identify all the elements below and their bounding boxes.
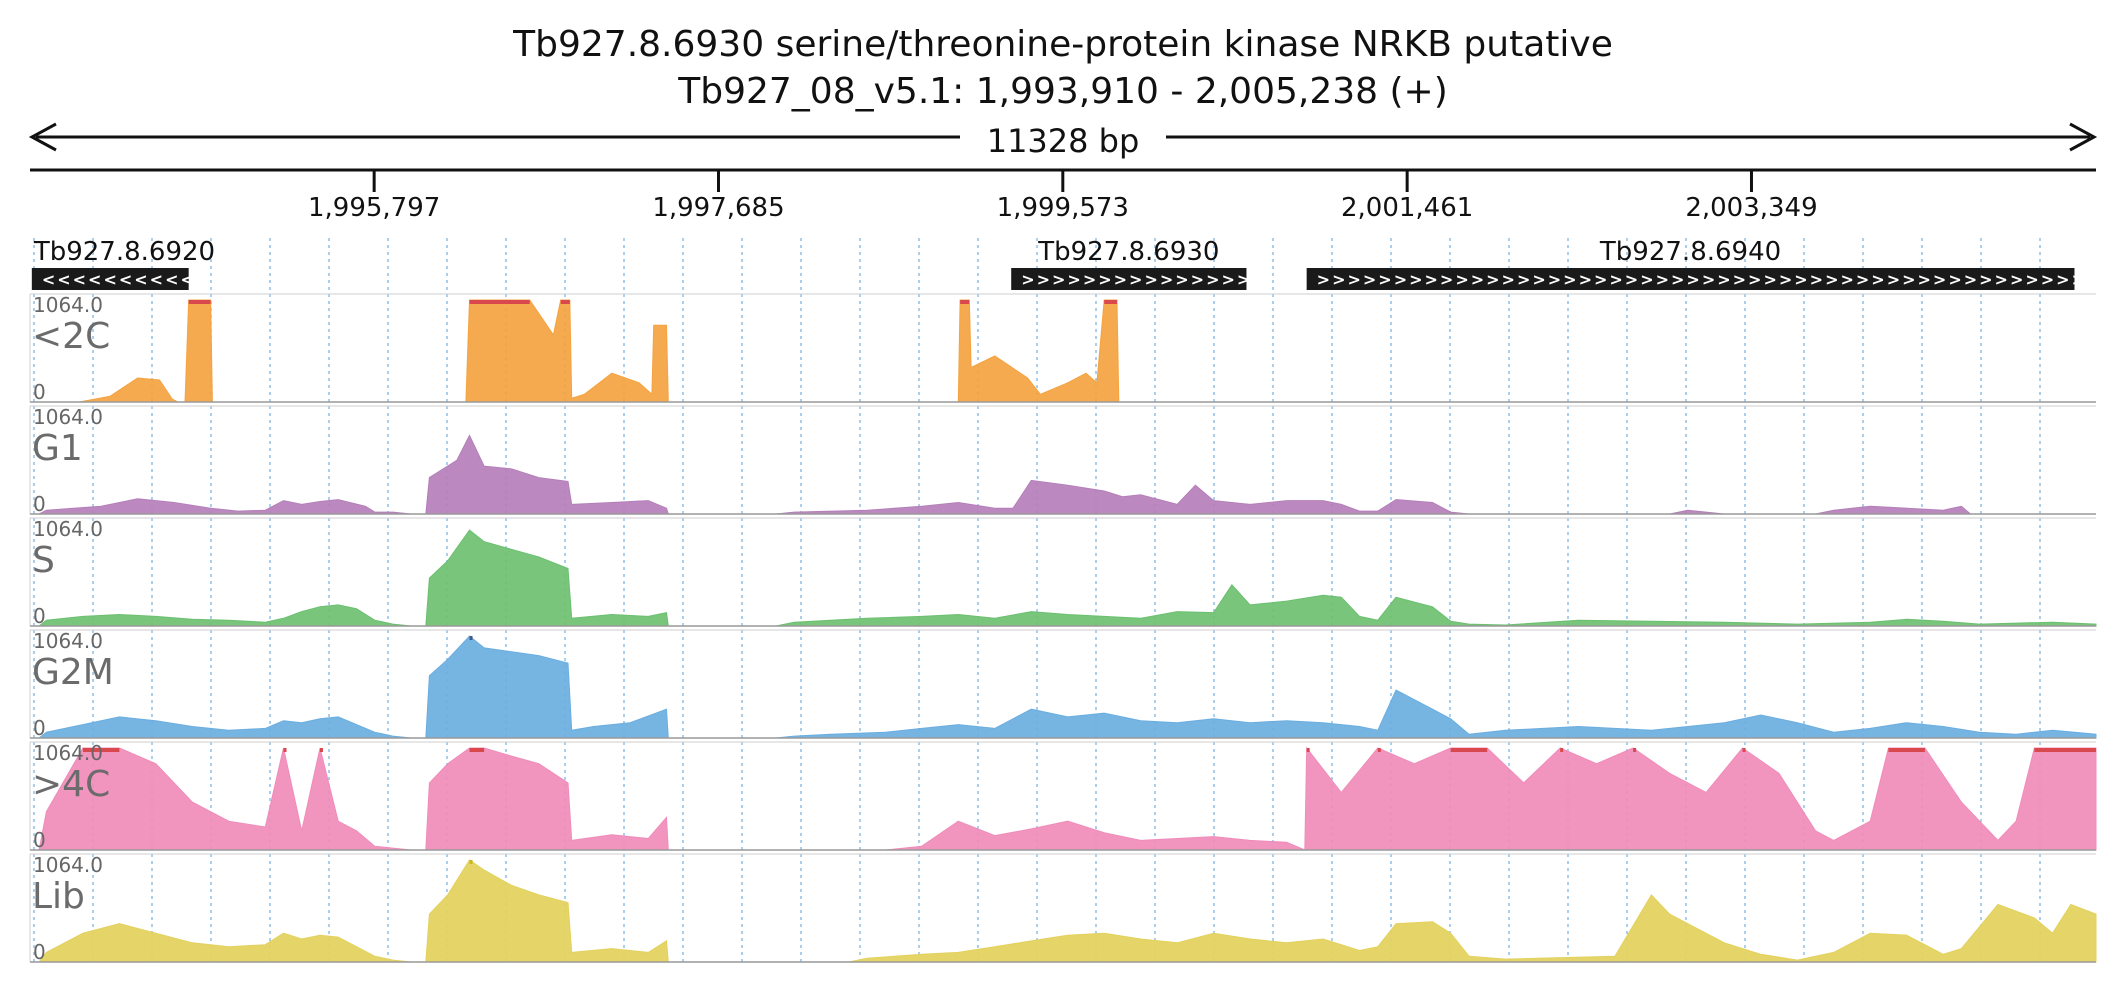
gene-strand-arrows: >>>>>>>>>>>>>>>>>>>>>>>>>>>>>>>>>>>>>>>>…	[1317, 270, 2126, 289]
track-ymax-label: 1064.0	[33, 853, 103, 877]
track-ymax-label: 1064.0	[33, 405, 103, 429]
clip-marker-10	[1888, 748, 1925, 752]
gene-label: Tb927.8.6930	[1037, 237, 1219, 267]
clip-marker-2	[319, 748, 323, 752]
track-name: S	[32, 540, 55, 581]
clip-marker-5	[1377, 748, 1381, 752]
track-ymax-label: 1064.0	[33, 517, 103, 541]
clip-marker-9	[1742, 748, 1746, 752]
gene-strand-arrows: >>>>>>>>>>>>>>>>	[1021, 270, 1268, 289]
track-ymin-label: 0	[33, 716, 46, 740]
coverage-area	[38, 746, 2097, 851]
gene-Tb927-8-6920: <<<<<<<<<< Tb927.8.6920	[31, 237, 215, 290]
chart-title: Tb927.8.6930 serine/threonine-protein ki…	[512, 24, 1613, 65]
track-ymin-label: 0	[33, 604, 46, 628]
track-name: >4C	[32, 764, 110, 805]
coverage-area	[38, 434, 1972, 515]
track-ymax-label: 1064.0	[33, 293, 103, 317]
ruler-tick-label-3: 2,001,461	[1341, 193, 1473, 223]
coverage-area	[38, 859, 2097, 963]
span-arrow-left-head	[28, 122, 57, 152]
clip-marker-8	[1633, 748, 1637, 752]
track-2C: 1064.0<2C 0	[29, 293, 2096, 404]
track-name: G2M	[32, 652, 114, 693]
track-4C: 1064.0>4C 0	[29, 741, 2097, 852]
gene-body	[1011, 268, 1247, 290]
clip-marker-11	[2034, 748, 2096, 752]
coverage-tracks: 1064.0<2C01064.0G101064.0S01064.0G2M0106…	[29, 293, 2097, 964]
gene-label: Tb927.8.6920	[33, 237, 215, 267]
ruler-ticks: 1,995,797 1,997,685 1,999,573 2,001,461 2,00…	[308, 170, 1818, 223]
clip-marker-1	[469, 300, 530, 304]
track-ymax-label: 1064.0	[33, 629, 103, 653]
track-name: <2C	[32, 316, 110, 357]
clip-marker-0	[469, 860, 473, 864]
track-ymin-label: 0	[33, 492, 46, 516]
clip-marker-7	[1560, 748, 1564, 752]
clip-marker-3	[469, 748, 485, 752]
track-name: Lib	[32, 876, 85, 917]
track-ymax-label: 1064.0	[33, 741, 103, 765]
clip-marker-1	[283, 748, 287, 752]
gene-Tb927-8-6940: >>>>>>>>>>>>>>>>>>>>>>>>>>>>>>>>>>>>>>>>…	[1306, 237, 2126, 290]
clip-marker-0	[188, 300, 211, 304]
clip-marker-0	[469, 636, 473, 640]
coverage-area	[37, 635, 2097, 739]
clip-marker-4	[1306, 748, 1310, 752]
track-ymin-label: 0	[33, 828, 46, 852]
grid-lines	[33, 238, 2041, 962]
gene-strand-arrows: <<<<<<<<<<	[42, 270, 196, 289]
locus-label: Tb927_08_v5.1: 1,993,910 - 2,005,238 (+)	[677, 71, 1448, 112]
gene-Tb927-8-6930: >>>>>>>>>>>>>>>> Tb927.8.6930	[1011, 237, 1268, 290]
clip-marker-3	[960, 300, 970, 304]
track-S: 1064.0S 0	[29, 517, 2097, 628]
gene-body	[31, 268, 189, 290]
clip-marker-6	[1450, 748, 1488, 752]
clip-marker-0	[82, 748, 120, 752]
ruler-tick-label-4: 2,003,349	[1685, 193, 1817, 223]
span-label: 11328 bp	[987, 122, 1140, 160]
clip-marker-2	[560, 300, 570, 304]
clip-marker-4	[1104, 300, 1117, 304]
span-label-bg	[960, 122, 1166, 160]
track-G1: 1064.0G1 0	[29, 405, 2096, 516]
ruler-tick-label-2: 1,999,573	[997, 193, 1129, 223]
ruler-tick-label-1: 1,997,685	[652, 193, 784, 223]
track-name: G1	[32, 428, 83, 469]
gene-label: Tb927.8.6940	[1599, 237, 1781, 267]
track-ymin-label: 0	[33, 380, 46, 404]
coverage-area	[37, 529, 2097, 627]
ruler-tick-label-0: 1,995,797	[308, 193, 440, 223]
gene-track: <<<<<<<<<< Tb927.8.6920 >>>>>>>>>>>>>>>> Tb…	[31, 237, 2126, 290]
span-arrow-right-head	[2069, 122, 2098, 152]
track-ymin-label: 0	[33, 940, 46, 964]
coverage-area	[79, 299, 1120, 403]
gene-body	[1306, 268, 2075, 290]
